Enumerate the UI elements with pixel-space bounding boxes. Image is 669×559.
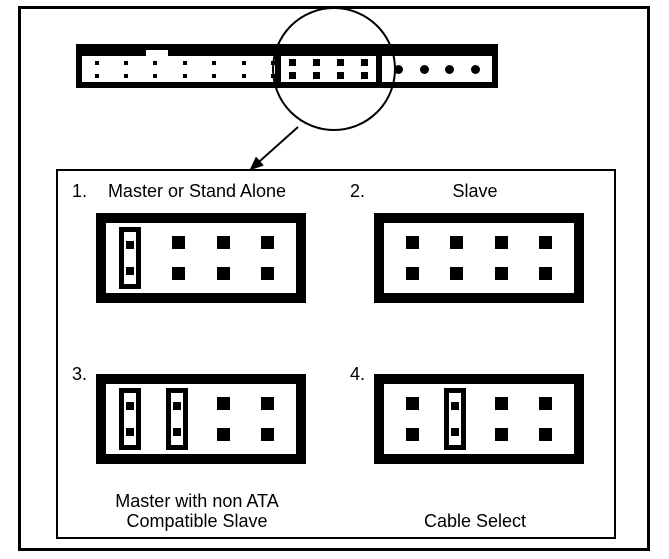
jumper-block: [96, 213, 306, 303]
jumper-pin: [172, 236, 185, 249]
jumper-pin-mini: [289, 72, 296, 79]
ide-pin: [95, 61, 99, 65]
jumper-cap: [119, 227, 141, 289]
jumper-pin: [406, 397, 419, 410]
jumper-pin: [495, 428, 508, 441]
diagram-outer-frame: 1.Master or Stand Alone 2.Slave 3. Master…: [18, 6, 650, 551]
jumper-pin: [406, 236, 419, 249]
ide-pin: [212, 74, 216, 78]
jumper-pin: [406, 428, 419, 441]
jumper-pin-mini: [361, 72, 368, 79]
power-pin: [420, 65, 429, 74]
ide-pin: [242, 74, 246, 78]
config-label: Slave: [336, 181, 614, 201]
config-number: 3.: [72, 364, 87, 385]
jumper-pin-mini: [337, 72, 344, 79]
jumper-pin-mini: [313, 72, 320, 79]
connector-overview: [76, 44, 498, 89]
power-pin: [394, 65, 403, 74]
ide-pin: [95, 74, 99, 78]
config-label: Master or Stand Alone: [58, 181, 336, 201]
config-3: 3. Master with non ATA Compatible Slave: [58, 354, 336, 537]
jumper-pin: [495, 397, 508, 410]
jumper-pin: [217, 428, 230, 441]
config-2: 2.Slave: [336, 171, 614, 354]
config-label: Cable Select: [336, 511, 614, 531]
jumper-pin-mini: [289, 59, 296, 66]
jumper-pin: [539, 397, 552, 410]
jumper-detail-frame: 1.Master or Stand Alone 2.Slave 3. Master…: [56, 169, 616, 539]
ide-pin: [183, 61, 187, 65]
ide-key-notch: [146, 50, 168, 56]
ide-pin: [212, 61, 216, 65]
jumper-pin: [261, 397, 274, 410]
jumper-pin: [217, 397, 230, 410]
jumper-pin-mini: [313, 59, 320, 66]
jumper-block: [96, 374, 306, 464]
jumper-pin: [217, 236, 230, 249]
ide-pin: [183, 74, 187, 78]
jumper-block: [374, 374, 584, 464]
jumper-pin: [450, 267, 463, 280]
jumper-pin-mini: [337, 59, 344, 66]
jumper-cap: [119, 388, 141, 450]
jumper-pin: [495, 267, 508, 280]
jumper-pin: [261, 267, 274, 280]
power-pin: [471, 65, 480, 74]
jumper-pin: [539, 236, 552, 249]
config-4: 4. Cable Select: [336, 354, 614, 537]
jumper-pin: [539, 428, 552, 441]
config-number: 4.: [350, 364, 365, 385]
jumper-cap: [166, 388, 188, 450]
ide-pin: [153, 74, 157, 78]
power-pin: [445, 65, 454, 74]
jumper-pin-block-overview: [275, 50, 382, 88]
ide-pin: [124, 74, 128, 78]
jumper-pin: [450, 236, 463, 249]
ide-pin: [153, 61, 157, 65]
config-1: 1.Master or Stand Alone: [58, 171, 336, 354]
jumper-pin: [539, 267, 552, 280]
jumper-pin: [261, 428, 274, 441]
jumper-pin: [172, 267, 185, 280]
jumper-pin-mini: [361, 59, 368, 66]
jumper-pin: [261, 236, 274, 249]
jumper-pin: [217, 267, 230, 280]
jumper-block: [374, 213, 584, 303]
config-label: Master with non ATA Compatible Slave: [58, 491, 336, 531]
jumper-pin: [495, 236, 508, 249]
ide-pin: [242, 61, 246, 65]
jumper-pin: [406, 267, 419, 280]
jumper-cap: [444, 388, 466, 450]
power-pin-block: [382, 50, 498, 88]
ide-pin: [124, 61, 128, 65]
